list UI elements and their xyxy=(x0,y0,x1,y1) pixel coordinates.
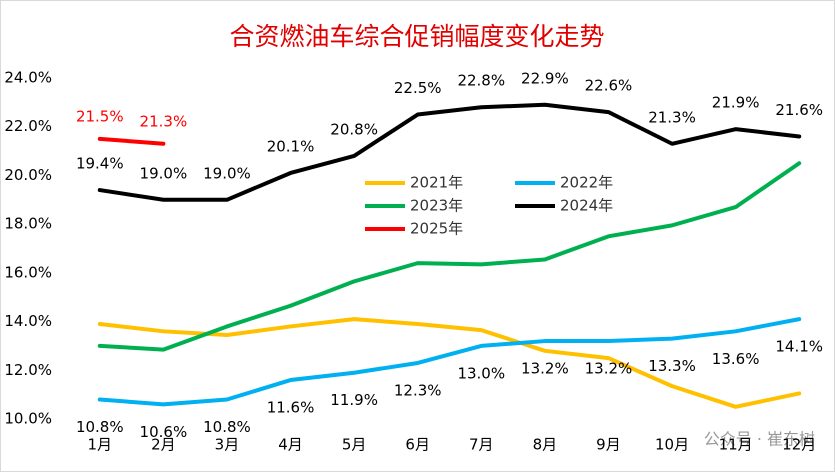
data-label: 21.3% xyxy=(140,112,188,130)
series-line xyxy=(97,317,802,409)
x-tick-label: 2月 xyxy=(151,436,176,454)
x-tick-label: 9月 xyxy=(596,436,621,454)
x-tick-label: 7月 xyxy=(469,436,494,454)
legend-label: 2025年 xyxy=(410,220,463,238)
data-label: 10.6% xyxy=(140,423,188,441)
legend-label: 2024年 xyxy=(560,197,613,215)
data-label: 21.3% xyxy=(648,108,696,126)
x-tick-label: 1月 xyxy=(88,436,113,454)
data-label: 19.0% xyxy=(140,164,188,182)
y-tick-label: 16.0% xyxy=(4,263,52,281)
data-label: 19.4% xyxy=(76,155,124,173)
data-label: 11.9% xyxy=(330,391,378,409)
watermark: 公众号 · 崔东树 xyxy=(704,430,815,449)
data-label: 22.6% xyxy=(585,77,633,95)
x-tick-label: 6月 xyxy=(405,436,430,454)
x-tick-label: 3月 xyxy=(215,436,240,454)
data-label: 19.0% xyxy=(203,164,251,182)
legend-label: 2022年 xyxy=(560,174,613,192)
data-label: 21.9% xyxy=(712,94,760,112)
y-tick-label: 22.0% xyxy=(4,117,52,135)
legend-label: 2023年 xyxy=(410,197,463,215)
x-tick-label: 8月 xyxy=(533,436,558,454)
series-line xyxy=(97,317,802,407)
data-label: 13.6% xyxy=(712,350,760,368)
x-tick-label: 11月 xyxy=(719,436,753,454)
data-label: 11.6% xyxy=(267,399,315,417)
data-label: 20.1% xyxy=(267,137,315,155)
legend-label: 2021年 xyxy=(410,174,463,192)
data-label: 13.0% xyxy=(457,364,505,382)
y-tick-label: 14.0% xyxy=(4,312,52,330)
x-tick-label: 12月 xyxy=(782,436,816,454)
data-label: 21.6% xyxy=(775,101,823,119)
data-label: 21.5% xyxy=(76,107,124,125)
y-tick-label: 24.0% xyxy=(4,69,52,87)
series-line xyxy=(97,161,802,352)
x-tick-label: 10月 xyxy=(655,436,689,454)
data-label: 13.2% xyxy=(521,360,569,378)
x-tick-label: 4月 xyxy=(278,436,303,454)
data-label: 10.8% xyxy=(203,418,251,436)
series-line xyxy=(97,102,802,202)
data-label: 22.5% xyxy=(394,79,442,97)
y-tick-label: 12.0% xyxy=(4,361,52,379)
data-label: 22.9% xyxy=(521,69,569,87)
x-tick-label: 5月 xyxy=(342,436,367,454)
series-line xyxy=(97,136,166,146)
y-tick-label: 18.0% xyxy=(4,215,52,233)
data-label: 10.8% xyxy=(76,418,124,436)
y-tick-label: 10.0% xyxy=(4,410,52,428)
chart-title: 合资燃油车综合促销幅度变化走势 xyxy=(229,22,604,51)
data-label: 13.2% xyxy=(585,360,633,378)
data-label: 22.8% xyxy=(457,72,505,90)
data-label: 13.3% xyxy=(648,357,696,375)
data-label: 14.1% xyxy=(775,338,823,356)
y-tick-label: 20.0% xyxy=(4,166,52,184)
data-label: 20.8% xyxy=(330,120,378,138)
data-label: 12.3% xyxy=(394,381,442,399)
